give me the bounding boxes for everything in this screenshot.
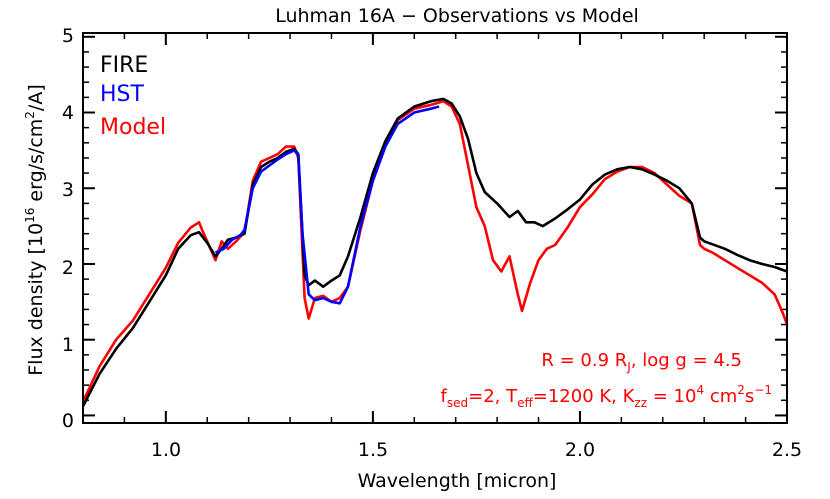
- x-tick-label: 1.5: [358, 439, 388, 461]
- annotation-subscript: J: [626, 360, 631, 374]
- y-tick-label: 1: [62, 334, 74, 356]
- y-tick-label: 5: [62, 25, 74, 47]
- y-tick-labels: 0 1 2 3 4 5: [62, 25, 74, 432]
- x-axis-label: Wavelength [micron]: [358, 470, 557, 492]
- annotation-part: =1200 K, K: [533, 386, 636, 407]
- x-tick-label: 2.5: [772, 439, 802, 461]
- y-tick-label: 0: [62, 410, 74, 432]
- annotation-superscript: 4: [696, 383, 704, 397]
- legend-label-hst: HST: [100, 82, 145, 107]
- series-line-model: [81, 99, 789, 403]
- annotation-part: = 10: [647, 386, 696, 407]
- annotation-part: =2, T: [468, 386, 518, 407]
- y-axis-label-exponent: 16: [23, 208, 37, 223]
- y-tick-label: 4: [62, 102, 74, 124]
- annotation-subscript: zz: [634, 396, 647, 410]
- annotation-part: s: [745, 386, 754, 407]
- plot-frame: [82, 32, 788, 424]
- x-tick-label: 2.0: [565, 439, 595, 461]
- annotation-subscript: eff: [517, 396, 533, 410]
- legend-label-fire: FIRE: [100, 53, 148, 78]
- legend: FIRE HST Model: [100, 53, 166, 140]
- series-layer: [81, 97, 789, 407]
- series-line-fire: [81, 97, 788, 407]
- annotation-radius-gravity: R = 0.9 RJ, log g = 4.5: [541, 350, 742, 374]
- y-axis-label-exponent: 2: [23, 111, 37, 119]
- chart-title: Luhman 16A − Observations vs Model: [275, 5, 639, 27]
- legend-label-model: Model: [100, 115, 166, 140]
- y-tick-label: 2: [62, 257, 74, 279]
- y-axis-label: Flux density [1016 erg/s/cm2/A]: [23, 84, 47, 376]
- annotation-part: f: [441, 386, 448, 407]
- y-axis-label-part: Flux density [10: [25, 223, 47, 376]
- annotation-superscript: −1: [754, 383, 772, 397]
- annotation-model-params: fsed=2, Teff=1200 K, Kzz = 104 cm2s−1: [441, 383, 773, 410]
- x-tick-label: 1.0: [151, 439, 181, 461]
- annotation-part: R = 0.9 R: [541, 350, 627, 371]
- annotation-part: cm: [704, 386, 737, 407]
- annotation-superscript: 2: [737, 383, 745, 397]
- annotation-part: , log g = 4.5: [631, 350, 742, 371]
- y-axis-label-part: erg/s/cm: [25, 119, 47, 208]
- annotation-subscript: sed: [447, 396, 468, 410]
- series-line-hst: [214, 105, 440, 305]
- x-tick-labels: 1.0 1.5 2.0 2.5: [151, 439, 802, 461]
- y-axis-label-part: /A]: [25, 84, 47, 111]
- y-tick-label: 3: [62, 179, 74, 201]
